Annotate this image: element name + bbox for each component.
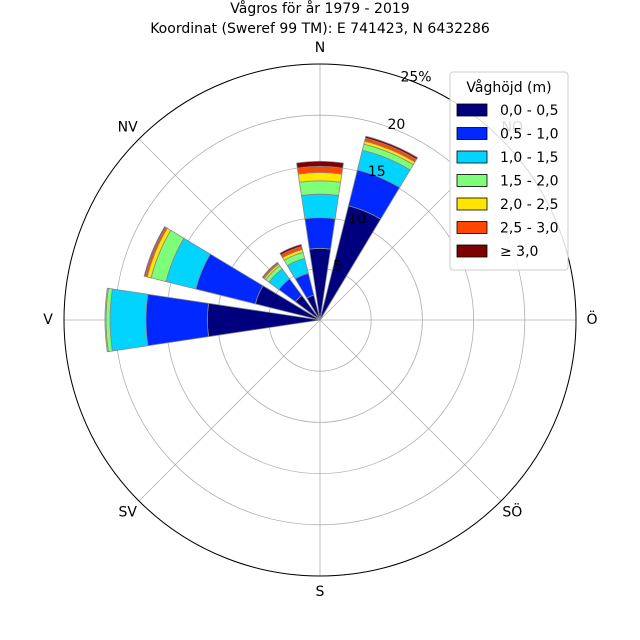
- radial-tick-label: 25%: [400, 70, 431, 86]
- legend-swatch: [456, 127, 488, 140]
- chart-subtitle: Koordinat (Sweref 99 TM): E 741423, N 64…: [150, 21, 490, 37]
- direction-label: NV: [118, 120, 138, 136]
- grid-spoke: [319, 319, 502, 502]
- rose-bars: [104, 135, 419, 353]
- polar-frame: [63, 63, 577, 577]
- legend-entry: 0,5 - 1,0: [500, 127, 558, 143]
- rose-bar-segment: [364, 135, 419, 160]
- rose-bar-segment: [300, 193, 340, 220]
- direction-label: SÖ: [502, 502, 522, 520]
- direction-label: S: [316, 584, 325, 600]
- legend-swatch: [456, 221, 488, 234]
- rose-bar-segment: [145, 293, 210, 347]
- legend-entry: 2,0 - 2,5: [500, 197, 558, 213]
- legend-swatch: [456, 244, 488, 258]
- rose-bar-segment: [109, 288, 149, 352]
- legend-entry: 1,5 - 2,0: [500, 174, 558, 190]
- chart-title: Vågros för år 1979 - 2019: [230, 0, 409, 17]
- legend-swatch: [456, 150, 488, 164]
- legend-entry: 2,5 - 3,0: [500, 221, 558, 237]
- direction-label: Ö: [586, 310, 597, 328]
- legend-entry: 1,0 - 1,5: [500, 150, 558, 166]
- legend-swatch: [456, 197, 488, 211]
- legend-title: Våghöjd (m): [466, 79, 551, 96]
- legend: Våghöjd (m) 0,0 - 0,5 0,5 - 1,0 1,0 - 1,5 1…: [449, 71, 569, 271]
- rose-bar-segment: [261, 261, 279, 279]
- direction-label: SV: [118, 504, 137, 520]
- legend-entry: ≥ 3,0: [500, 244, 538, 260]
- radial-tick-label: 15: [368, 164, 386, 180]
- radial-tick-label: 20: [387, 117, 405, 133]
- rose-bar-segment: [298, 180, 342, 196]
- legend-swatch: [456, 103, 488, 117]
- rose-bar-segment: [104, 287, 109, 353]
- legend-swatch: [456, 174, 488, 187]
- radial-tick-labels: 5 10 15 20 25%: [333, 70, 431, 275]
- legend-box: [449, 71, 569, 271]
- legend-entry: 0,0 - 0,5: [500, 103, 558, 119]
- rose-bar-segment: [308, 247, 332, 321]
- radial-tick-label: 5: [333, 259, 342, 275]
- rose-bar-segment: [304, 217, 336, 250]
- radial-tick-label: 10: [348, 211, 366, 227]
- direction-label: N: [315, 40, 325, 56]
- rose-bar-segment: [279, 244, 303, 256]
- grid-spoke: [138, 319, 321, 502]
- rose-bar-segment: [143, 226, 167, 277]
- rose-bar-segment: [206, 302, 321, 338]
- rose-bar-segment: [296, 160, 344, 169]
- direction-label: V: [43, 312, 53, 328]
- rose-bar-segment: [297, 172, 343, 183]
